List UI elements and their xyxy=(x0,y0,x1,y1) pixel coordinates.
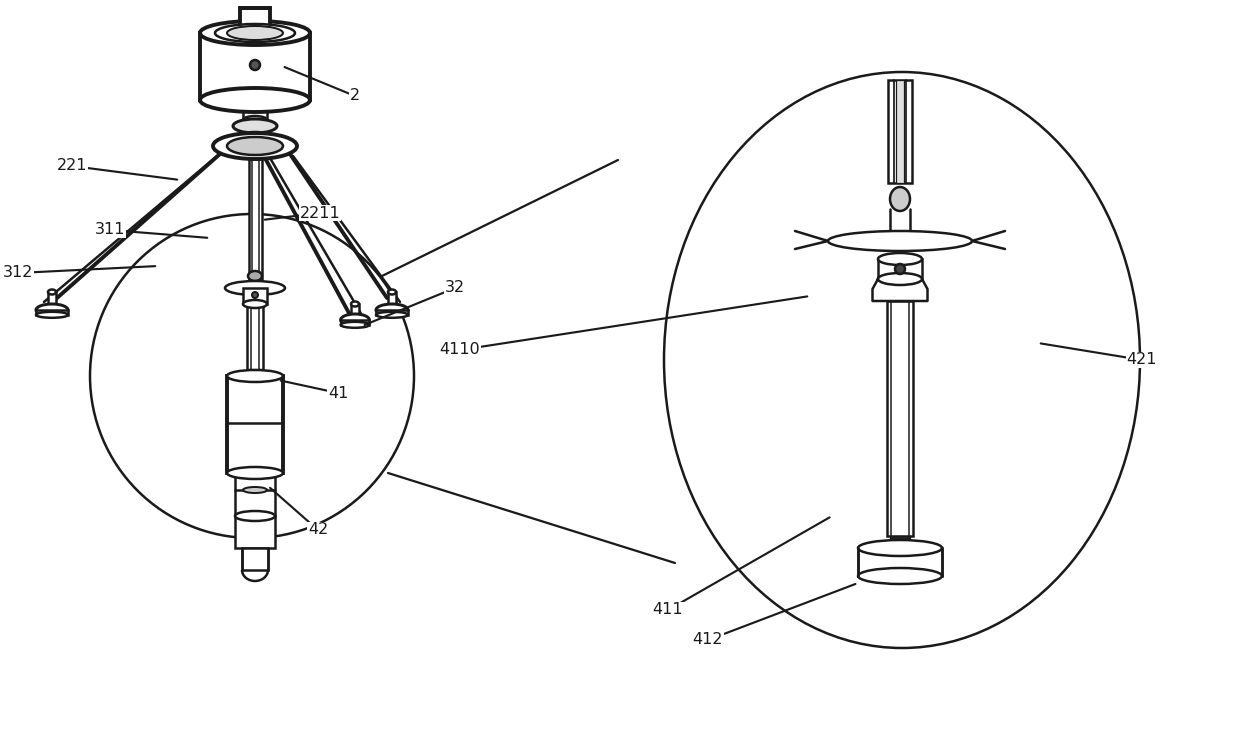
Text: 2: 2 xyxy=(349,89,361,103)
Ellipse shape xyxy=(36,304,68,316)
Bar xyxy=(388,292,396,310)
Ellipse shape xyxy=(243,487,266,493)
Bar xyxy=(341,320,369,325)
Bar xyxy=(48,292,56,310)
Ellipse shape xyxy=(225,281,285,295)
Bar xyxy=(896,80,904,183)
Bar xyxy=(857,548,942,576)
Circle shape xyxy=(895,264,904,274)
Ellipse shape xyxy=(878,253,922,265)
Bar xyxy=(240,8,270,30)
Text: 32: 32 xyxy=(445,280,465,295)
Bar xyxy=(227,376,282,473)
Bar xyxy=(36,310,68,315)
Ellipse shape xyxy=(227,467,282,479)
Bar xyxy=(227,376,282,380)
Text: 42: 42 xyxy=(307,523,328,537)
Bar xyxy=(888,80,912,183)
Ellipse shape xyxy=(243,96,266,104)
Bar xyxy=(248,304,263,370)
Ellipse shape xyxy=(857,568,942,584)
Ellipse shape xyxy=(375,311,408,318)
Ellipse shape xyxy=(36,311,68,318)
Ellipse shape xyxy=(243,300,266,308)
Ellipse shape xyxy=(857,540,942,556)
Ellipse shape xyxy=(216,24,295,42)
Bar xyxy=(890,536,909,546)
Ellipse shape xyxy=(235,511,275,521)
Text: 421: 421 xyxy=(1126,353,1157,368)
Text: 2211: 2211 xyxy=(300,205,341,221)
Bar xyxy=(243,100,266,120)
Ellipse shape xyxy=(878,273,922,285)
Circle shape xyxy=(250,60,260,70)
Ellipse shape xyxy=(248,271,261,281)
Text: 411: 411 xyxy=(653,602,684,618)
Ellipse shape xyxy=(237,132,273,144)
Text: 312: 312 xyxy=(2,266,33,280)
Text: 412: 412 xyxy=(693,632,724,647)
Bar xyxy=(235,516,275,548)
Bar xyxy=(199,33,310,100)
Bar xyxy=(243,288,266,304)
Ellipse shape xyxy=(48,289,56,294)
Bar xyxy=(887,301,913,536)
Text: 221: 221 xyxy=(57,159,87,173)
Ellipse shape xyxy=(227,137,282,155)
Bar xyxy=(878,259,922,279)
Circle shape xyxy=(252,292,258,298)
Bar xyxy=(351,304,359,320)
Text: 311: 311 xyxy=(94,222,125,238)
Text: 41: 41 xyxy=(328,385,348,401)
Ellipse shape xyxy=(199,21,310,45)
Ellipse shape xyxy=(341,322,369,328)
Ellipse shape xyxy=(243,116,266,124)
Bar xyxy=(249,159,261,286)
Ellipse shape xyxy=(227,370,282,382)
Polygon shape xyxy=(872,279,928,301)
Ellipse shape xyxy=(199,88,310,112)
Bar xyxy=(375,310,408,315)
Ellipse shape xyxy=(233,119,278,133)
Bar xyxy=(235,473,275,516)
Ellipse shape xyxy=(890,187,909,211)
Ellipse shape xyxy=(351,302,359,306)
Bar xyxy=(242,548,268,570)
Bar xyxy=(247,369,263,374)
Ellipse shape xyxy=(388,289,396,294)
Ellipse shape xyxy=(828,231,973,251)
Ellipse shape xyxy=(213,133,297,159)
Ellipse shape xyxy=(375,304,408,316)
Ellipse shape xyxy=(341,314,369,326)
Text: 4110: 4110 xyxy=(440,342,481,357)
Ellipse shape xyxy=(227,26,282,40)
